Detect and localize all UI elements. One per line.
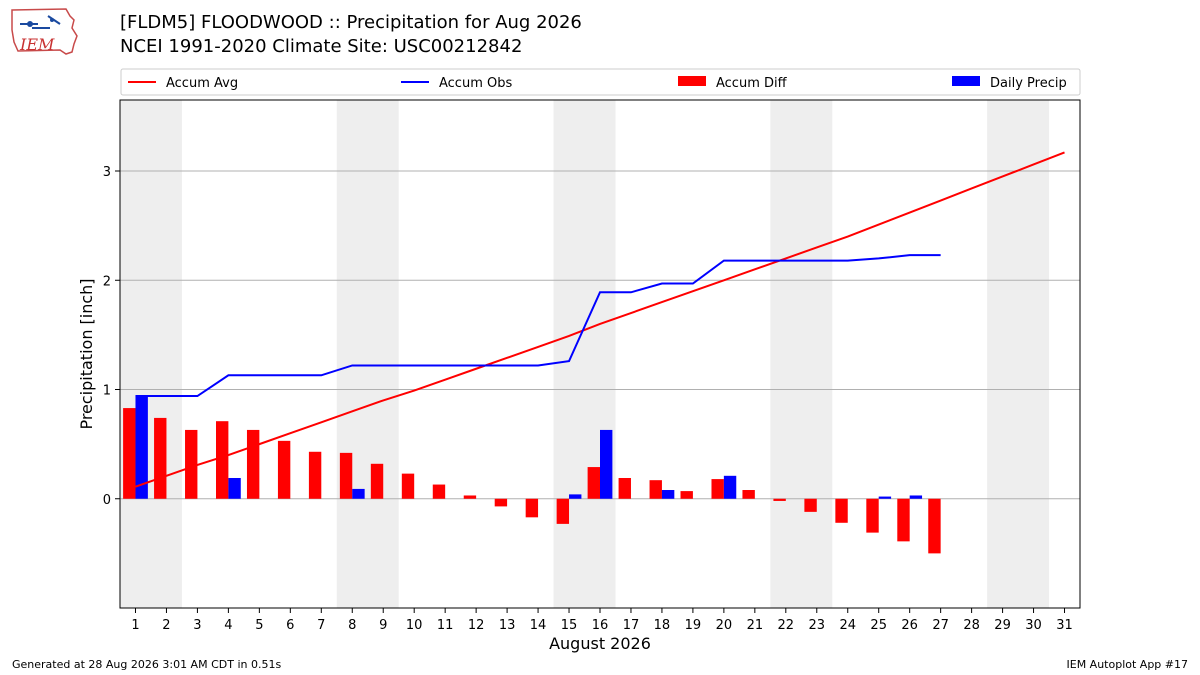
y-tick-label: 3 xyxy=(103,165,111,180)
weekend-band xyxy=(553,100,616,608)
y-axis-label: Precipitation [inch] xyxy=(77,278,96,429)
diff-bar xyxy=(835,498,848,523)
diff-bar xyxy=(525,498,539,518)
diff-bar xyxy=(711,479,724,499)
daily-precip-bar xyxy=(135,396,148,499)
diff-bar xyxy=(432,484,446,499)
daily-precip-bar xyxy=(661,490,675,499)
x-tick-label: 27 xyxy=(932,618,949,633)
chart-title: [FLDM5] FLOODWOOD :: Precipitation for A… xyxy=(120,12,582,33)
daily-precip-bar xyxy=(228,477,241,499)
daily-precip-bar xyxy=(909,495,923,499)
legend-box xyxy=(120,68,1081,96)
x-tick-label: 17 xyxy=(623,618,640,633)
x-tick-label: 24 xyxy=(839,618,856,633)
diff-bar xyxy=(339,452,353,499)
diff-bar xyxy=(680,491,693,499)
diff-bar xyxy=(216,421,229,499)
legend-label: Accum Obs xyxy=(439,76,512,91)
diff-bar xyxy=(246,429,260,499)
diff-bar xyxy=(370,463,384,499)
diff-bar xyxy=(773,498,786,501)
x-tick-label: 18 xyxy=(654,618,671,633)
diff-bar xyxy=(123,408,136,499)
daily-precip-bar xyxy=(723,475,737,499)
weekend-band xyxy=(770,100,833,608)
x-tick-label: 19 xyxy=(685,618,702,633)
diff-bar xyxy=(866,498,879,533)
x-tick-label: 25 xyxy=(870,618,887,633)
x-tick-label: 20 xyxy=(716,618,733,633)
x-tick-label: 9 xyxy=(379,618,387,633)
accum-avg-line xyxy=(135,151,1065,488)
x-tick-label: 16 xyxy=(592,618,609,633)
x-tick-label: 10 xyxy=(406,618,423,633)
diff-bar xyxy=(463,495,477,499)
weekend-band xyxy=(336,100,399,608)
iem-logo: IEM xyxy=(8,6,80,58)
diff-bar xyxy=(587,467,600,499)
x-tick-label: 13 xyxy=(499,618,516,633)
x-tick-label: 21 xyxy=(747,618,764,633)
x-tick-label: 7 xyxy=(317,618,325,633)
weekend-band xyxy=(987,100,1050,608)
diff-bar xyxy=(185,429,198,499)
x-tick-label: 23 xyxy=(809,618,826,633)
diff-bar xyxy=(401,473,415,499)
diff-bar xyxy=(804,498,817,512)
generated-timestamp: Generated at 28 Aug 2026 3:01 AM CDT in … xyxy=(12,658,282,671)
x-tick-label: 8 xyxy=(348,618,356,633)
x-tick-label: 28 xyxy=(963,618,980,633)
diff-bar xyxy=(556,498,570,524)
x-tick-label: 3 xyxy=(193,618,201,633)
x-tick-label: 6 xyxy=(286,618,294,633)
x-tick-label: 12 xyxy=(468,618,485,633)
x-tick-label: 22 xyxy=(778,618,795,633)
app-credit: IEM Autoplot App #17 xyxy=(1066,658,1189,671)
diff-bar xyxy=(742,490,755,499)
daily-precip-bar xyxy=(569,494,582,499)
weekend-band xyxy=(120,100,182,608)
logo-text: IEM xyxy=(19,35,55,54)
x-tick-label: 15 xyxy=(561,618,578,633)
x-tick-label: 2 xyxy=(162,618,170,633)
diff-bar xyxy=(897,498,910,542)
x-tick-label: 11 xyxy=(437,618,454,633)
x-tick-label: 26 xyxy=(901,618,918,633)
diff-bar xyxy=(649,480,662,499)
diff-bar xyxy=(154,417,167,499)
legend-label: Accum Avg xyxy=(166,76,238,91)
x-tick-label: 14 xyxy=(530,618,547,633)
legend-swatch xyxy=(952,76,980,86)
x-tick-label: 29 xyxy=(994,618,1011,633)
x-tick-label: 1 xyxy=(131,618,139,633)
legend-swatch xyxy=(678,76,706,86)
legend-label: Accum Diff xyxy=(716,76,788,91)
daily-precip-bar xyxy=(878,496,892,499)
legend: Accum Avg Accum Obs Accum Diff Daily Precip xyxy=(120,68,1081,96)
x-tick-label: 5 xyxy=(255,618,263,633)
diff-bar xyxy=(928,498,941,554)
diff-bar xyxy=(494,498,508,507)
diff-bar xyxy=(618,477,631,499)
chart-subtitle: NCEI 1991-2020 Climate Site: USC00212842 xyxy=(120,36,523,57)
diff-bar xyxy=(308,451,322,499)
x-tick-label: 31 xyxy=(1056,618,1073,633)
legend-label: Daily Precip xyxy=(990,76,1067,91)
x-tick-label: 4 xyxy=(224,618,232,633)
daily-precip-bar xyxy=(600,429,613,499)
y-tick-label: 0 xyxy=(103,493,111,508)
accum-obs-line xyxy=(135,254,941,398)
diff-bar xyxy=(277,440,291,499)
y-tick-label: 1 xyxy=(103,384,111,399)
daily-precip-bar xyxy=(352,488,365,499)
x-axis-label: August 2026 xyxy=(549,634,651,653)
x-tick-label: 30 xyxy=(1025,618,1042,633)
y-tick-label: 2 xyxy=(103,274,111,289)
